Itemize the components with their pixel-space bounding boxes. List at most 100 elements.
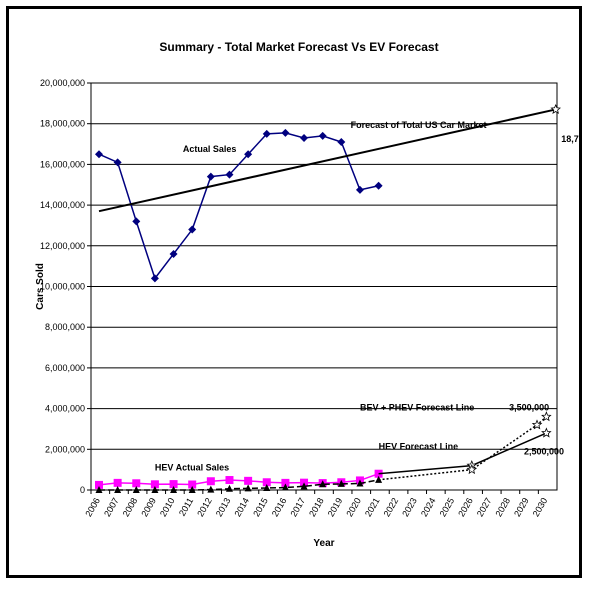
data-point <box>374 181 383 190</box>
chart-title: Summary - Total Market Forecast Vs EV Fo… <box>159 40 438 54</box>
annotation: 18,700,000 <box>561 134 579 144</box>
x-tick-label: 2027 <box>475 496 494 518</box>
data-point <box>113 158 122 167</box>
data-point <box>244 476 253 485</box>
y-tick-label: 0 <box>80 485 85 495</box>
x-tick-label: 2019 <box>326 496 345 518</box>
data-point <box>114 486 122 493</box>
x-tick-label: 2021 <box>363 496 382 518</box>
series-line-1 <box>98 108 556 213</box>
series-line-4 <box>378 416 547 481</box>
data-point <box>188 480 197 489</box>
x-tick-label: 2010 <box>158 496 177 518</box>
data-point <box>355 185 364 194</box>
x-tick-label: 2020 <box>344 496 363 518</box>
annotation: BEV + PHEV Forecast Line <box>360 403 474 413</box>
y-axis-ticks: 0 2,000,000 4,000,000 6,000,000 8,000,000 10,… <box>40 78 91 495</box>
series-line-2 <box>98 473 379 486</box>
data-point <box>466 464 478 475</box>
series-line-5 <box>99 479 379 491</box>
x-axis-label: Year <box>313 538 334 549</box>
annotation: HEV Actual Sales <box>155 462 229 472</box>
y-tick-label: 10,000,000 <box>40 282 85 292</box>
data-point <box>337 479 345 487</box>
x-tick-label: 2013 <box>214 496 233 518</box>
data-point <box>188 225 197 234</box>
data-point <box>541 427 552 438</box>
y-tick-label: 12,000,000 <box>40 241 85 251</box>
data-point <box>113 478 122 487</box>
x-tick-label: 2008 <box>121 496 140 518</box>
data-point <box>281 483 289 491</box>
data-point <box>95 480 103 489</box>
chart-frame: Summary - Total Market Forecast Vs EV Fo… <box>6 6 582 578</box>
data-point <box>319 480 327 488</box>
y-tick-label: 2,000,000 <box>45 444 85 454</box>
y-tick-label: 6,000,000 <box>45 363 85 373</box>
data-point <box>169 480 178 489</box>
x-axis-ticks: 2006 2007 2008 2009 2010 2011 2012 2013 2014 2015… <box>83 490 549 518</box>
annotation: 3,500,000 <box>509 403 549 413</box>
data-point <box>281 478 290 487</box>
data-point <box>132 217 141 226</box>
data-point <box>318 131 327 140</box>
x-tick-label: 2015 <box>251 496 270 518</box>
chart: Summary - Total Market Forecast Vs EV Fo… <box>35 40 579 549</box>
annotations: Actual Sales Forecast of Total US Car Mar… <box>155 120 579 472</box>
data-point <box>225 170 234 179</box>
x-tick-label: 2024 <box>419 496 438 518</box>
y-tick-label: 20,000,000 <box>40 78 85 88</box>
data-point <box>225 476 234 485</box>
data-point <box>170 486 178 493</box>
y-tick-label: 14,000,000 <box>40 200 85 210</box>
data-point <box>206 172 215 181</box>
series-group <box>95 103 561 493</box>
data-point <box>244 484 252 492</box>
x-tick-label: 2006 <box>83 496 102 518</box>
data-point <box>244 150 253 159</box>
data-point <box>262 478 271 487</box>
data-point <box>95 150 103 159</box>
gridlines <box>91 82 557 491</box>
data-point <box>300 133 309 142</box>
data-point <box>206 477 215 486</box>
data-point <box>337 138 346 147</box>
y-tick-label: 16,000,000 <box>40 159 85 169</box>
data-point <box>541 411 552 422</box>
data-point <box>150 274 159 283</box>
x-tick-label: 2018 <box>307 496 326 518</box>
x-tick-label: 2014 <box>232 496 251 518</box>
x-tick-label: 2017 <box>288 496 307 518</box>
annotation: HEV Forecast Line <box>379 441 459 451</box>
data-point <box>531 419 543 430</box>
x-tick-label: 2029 <box>512 496 531 518</box>
data-point <box>95 486 103 493</box>
data-point <box>263 483 271 491</box>
data-point <box>151 486 159 493</box>
y-tick-label: 4,000,000 <box>45 404 85 414</box>
x-tick-label: 2028 <box>493 496 512 518</box>
data-point <box>188 486 196 493</box>
x-tick-label: 2023 <box>400 496 419 518</box>
x-tick-label: 2007 <box>102 496 121 518</box>
data-point <box>169 249 178 258</box>
annotation: Forecast of Total US Car Market <box>351 120 487 130</box>
y-axis-label: Cars Sold <box>35 263 46 310</box>
y-tick-label: 8,000,000 <box>45 322 85 332</box>
x-tick-label: 2022 <box>382 496 401 518</box>
data-point <box>262 129 271 138</box>
data-point <box>132 479 141 488</box>
x-tick-label: 2011 <box>177 496 195 518</box>
data-point <box>356 479 364 487</box>
x-tick-label: 2025 <box>438 496 457 518</box>
x-tick-label: 2012 <box>195 496 214 518</box>
x-tick-label: 2026 <box>456 496 475 518</box>
data-point <box>132 486 140 493</box>
annotation: 2,500,000 <box>524 446 564 456</box>
series-line-3 <box>378 432 547 475</box>
data-point <box>207 485 215 493</box>
annotation: Actual Sales <box>183 144 237 154</box>
data-point <box>281 128 290 137</box>
series-line-0 <box>98 132 379 280</box>
y-tick-label: 18,000,000 <box>40 119 85 129</box>
